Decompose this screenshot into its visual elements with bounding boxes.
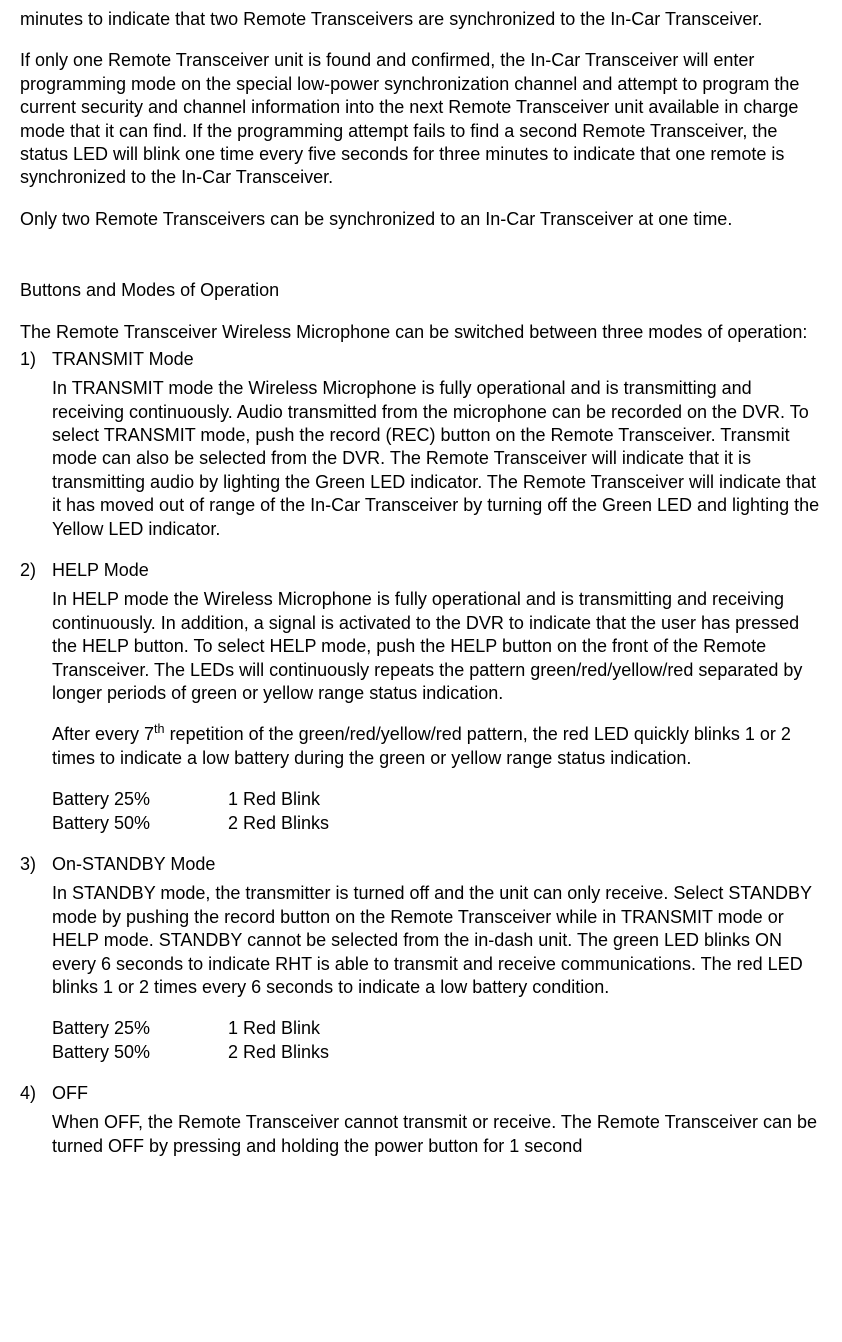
mode-title: HELP Mode bbox=[52, 559, 822, 582]
after-seventh-note: After every 7th repetition of the green/… bbox=[52, 723, 822, 770]
battery-label: Battery 50% bbox=[52, 1041, 228, 1064]
battery-row: Battery 50% 2 Red Blinks bbox=[52, 1041, 822, 1064]
intro-para-3: Only two Remote Transceivers can be sync… bbox=[20, 208, 822, 231]
battery-label: Battery 50% bbox=[52, 812, 228, 835]
mode-item-help: 2) HELP Mode In HELP mode the Wireless M… bbox=[20, 559, 822, 835]
battery-row: Battery 50% 2 Red Blinks bbox=[52, 812, 822, 835]
mode-number: 3) bbox=[20, 853, 52, 876]
mode-body: OFF When OFF, the Remote Transceiver can… bbox=[52, 1082, 822, 1158]
battery-table: Battery 25% 1 Red Blink Battery 50% 2 Re… bbox=[52, 788, 822, 835]
battery-value: 2 Red Blinks bbox=[228, 1041, 822, 1064]
section-heading: Buttons and Modes of Operation bbox=[20, 279, 822, 302]
mode-item-transmit: 1) TRANSMIT Mode In TRANSMIT mode the Wi… bbox=[20, 348, 822, 541]
battery-value: 1 Red Blink bbox=[228, 788, 822, 811]
mode-description: In STANDBY mode, the transmitter is turn… bbox=[52, 882, 822, 999]
mode-body: TRANSMIT Mode In TRANSMIT mode the Wirel… bbox=[52, 348, 822, 541]
battery-label: Battery 25% bbox=[52, 1017, 228, 1040]
after7-pre: After every 7 bbox=[52, 724, 154, 744]
mode-title: On-STANDBY Mode bbox=[52, 853, 822, 876]
mode-item-off: 4) OFF When OFF, the Remote Transceiver … bbox=[20, 1082, 822, 1158]
battery-table: Battery 25% 1 Red Blink Battery 50% 2 Re… bbox=[52, 1017, 822, 1064]
mode-number: 2) bbox=[20, 559, 52, 582]
intro-para-1: minutes to indicate that two Remote Tran… bbox=[20, 8, 822, 31]
mode-number: 4) bbox=[20, 1082, 52, 1105]
mode-number: 1) bbox=[20, 348, 52, 371]
mode-title: OFF bbox=[52, 1082, 822, 1105]
battery-value: 1 Red Blink bbox=[228, 1017, 822, 1040]
mode-body: HELP Mode In HELP mode the Wireless Micr… bbox=[52, 559, 822, 835]
mode-description: In HELP mode the Wireless Microphone is … bbox=[52, 588, 822, 705]
battery-row: Battery 25% 1 Red Blink bbox=[52, 788, 822, 811]
mode-description: When OFF, the Remote Transceiver cannot … bbox=[52, 1111, 822, 1158]
after7-sup: th bbox=[154, 722, 165, 736]
battery-label: Battery 25% bbox=[52, 788, 228, 811]
mode-description: In TRANSMIT mode the Wireless Microphone… bbox=[52, 377, 822, 541]
battery-value: 2 Red Blinks bbox=[228, 812, 822, 835]
intro-para-2: If only one Remote Transceiver unit is f… bbox=[20, 49, 822, 189]
battery-row: Battery 25% 1 Red Blink bbox=[52, 1017, 822, 1040]
mode-title: TRANSMIT Mode bbox=[52, 348, 822, 371]
modes-intro: The Remote Transceiver Wireless Micropho… bbox=[20, 321, 822, 344]
mode-body: On-STANDBY Mode In STANDBY mode, the tra… bbox=[52, 853, 822, 1064]
mode-item-standby: 3) On-STANDBY Mode In STANDBY mode, the … bbox=[20, 853, 822, 1064]
